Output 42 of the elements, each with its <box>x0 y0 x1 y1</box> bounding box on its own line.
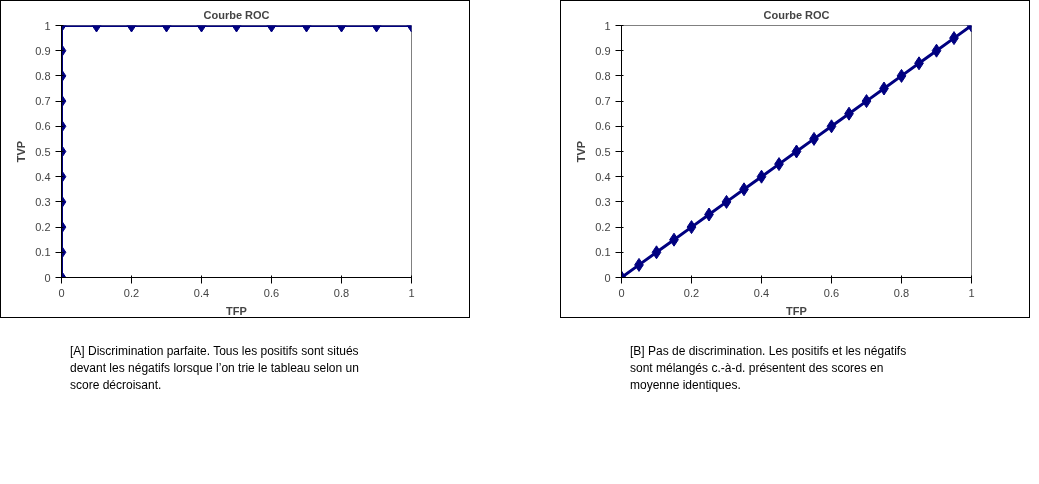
x-tick-label: 0.6 <box>823 286 840 299</box>
y-tick-label: 1 <box>604 19 611 32</box>
x-tick-label: 1 <box>408 286 415 299</box>
chart-title: Courbe ROC <box>203 8 270 21</box>
x-tick-label: 0 <box>618 286 625 299</box>
y-tick-label: 1 <box>44 19 51 32</box>
y-tick-label: 0.1 <box>35 246 51 259</box>
y-tick-label: 0.9 <box>595 44 611 57</box>
x-tick-label: 0.6 <box>263 286 280 299</box>
y-tick-label: 0.3 <box>35 195 51 208</box>
y-tick-label: 0 <box>44 271 51 284</box>
x-tick-label: 0.4 <box>193 286 210 299</box>
x-tick-label: 0.2 <box>683 286 700 299</box>
y-axis-title: TVP <box>575 140 588 163</box>
y-tick-label: 0.6 <box>35 120 51 133</box>
x-tick-label: 0.4 <box>753 286 770 299</box>
chart-title: Courbe ROC <box>763 8 830 21</box>
y-tick-label: 0 <box>604 271 611 284</box>
x-axis-title: TFP <box>786 304 807 317</box>
y-tick-label: 0.2 <box>595 221 611 234</box>
y-tick-label: 0.2 <box>35 221 51 234</box>
x-tick-label: 1 <box>968 286 975 299</box>
y-tick-label: 0.1 <box>595 246 611 259</box>
text: [A] Discrimination parfaite. Tous les positifs sont situés devant les négatifs lorsque l’on trie le tableau selon un score décroisant. <box>70 343 360 395</box>
y-tick-label: 0.8 <box>595 69 611 82</box>
x-axis-title: TFP <box>226 304 247 317</box>
y-tick-label: 0.4 <box>35 170 51 183</box>
x-tick-label: 0 <box>58 286 65 299</box>
y-axis-title: TVP <box>15 140 28 163</box>
x-tick-label: 0.2 <box>123 286 140 299</box>
y-tick-label: 0.4 <box>595 170 611 183</box>
y-tick-label: 0.5 <box>595 145 611 158</box>
y-tick-label: 0.7 <box>35 95 51 108</box>
y-tick-label: 0.8 <box>35 69 51 82</box>
y-tick-label: 0.3 <box>595 195 611 208</box>
y-tick-label: 0.9 <box>35 44 51 57</box>
y-tick-label: 0.7 <box>595 95 611 108</box>
text: [B] Pas de discrimination. Les positifs et les négatifs sont mélangés c.-à-d. présentent des scores en moyenne identiques. <box>630 343 908 395</box>
y-tick-label: 0.5 <box>35 145 51 158</box>
x-tick-label: 0.8 <box>893 286 910 299</box>
x-tick-label: 0.8 <box>333 286 350 299</box>
y-tick-label: 0.6 <box>595 120 611 133</box>
